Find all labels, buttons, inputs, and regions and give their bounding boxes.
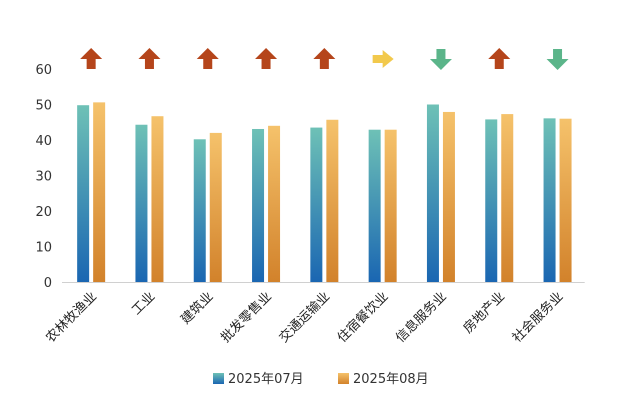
trend-indicators [80, 48, 569, 70]
y-tick-label: 10 [35, 241, 52, 256]
bar-jul [252, 128, 265, 282]
y-axis: 0 10 20 30 40 50 60 [35, 63, 52, 291]
x-category-label: 房地产业 [460, 289, 508, 337]
x-category-label: 住宿餐饮业 [334, 289, 391, 346]
trend-up-arrow-icon [80, 48, 103, 69]
x-category-label: 工业 [129, 289, 158, 318]
bar-aug [151, 116, 164, 282]
legend-label: 2025年08月 [353, 372, 429, 387]
x-category-label: 建筑业 [178, 289, 217, 328]
y-tick-label: 30 [35, 170, 52, 185]
bar-aug [559, 118, 572, 282]
y-tick-label: 40 [35, 134, 52, 149]
x-category-label: 农林牧渔业 [43, 289, 100, 346]
x-category-label: 社会服务业 [509, 289, 566, 346]
legend-label: 2025年07月 [228, 372, 304, 387]
bar-jul [310, 127, 323, 282]
y-tick-label: 50 [35, 99, 52, 114]
bar-jul [77, 105, 90, 283]
bar-aug [93, 102, 106, 283]
bar-jul [135, 124, 148, 282]
trend-down-arrow-icon [546, 49, 569, 70]
x-category-label: 批发零售业 [218, 289, 275, 346]
bar-jul [485, 119, 498, 282]
y-tick-label: 0 [44, 276, 52, 291]
bar-series [77, 102, 572, 283]
x-category-label: 信息服务业 [392, 289, 449, 346]
x-category-label: 交通运输业 [276, 289, 333, 346]
x-axis: 农林牧渔业 工业 建筑业 批发零售业 交通运输业 住宿餐饮业 信息服务业 房地产业 社会服务业 [43, 282, 585, 346]
bar-jul [193, 139, 206, 282]
legend-swatch [338, 373, 349, 384]
trend-up-arrow-icon [488, 48, 511, 69]
bar-jul [368, 129, 381, 282]
y-tick-label: 20 [35, 205, 52, 220]
y-tick-label: 60 [35, 63, 52, 78]
legend-swatch [213, 373, 224, 384]
bar-aug [268, 125, 281, 282]
legend: 2025年07月 2025年08月 [213, 372, 429, 387]
trend-up-arrow-icon [138, 48, 161, 69]
bar-aug [209, 132, 222, 282]
trend-up-arrow-icon [196, 48, 219, 69]
bar-aug [384, 129, 397, 282]
bar-jul [543, 118, 556, 282]
trend-up-arrow-icon [255, 48, 278, 69]
bar-aug [442, 111, 455, 282]
bar-jul [426, 104, 439, 282]
bar-aug [501, 114, 514, 283]
trend-down-arrow-icon [429, 49, 452, 70]
bar-aug [326, 119, 339, 282]
trend-up-arrow-icon [313, 48, 336, 69]
trend-flat-arrow-icon [372, 50, 394, 68]
